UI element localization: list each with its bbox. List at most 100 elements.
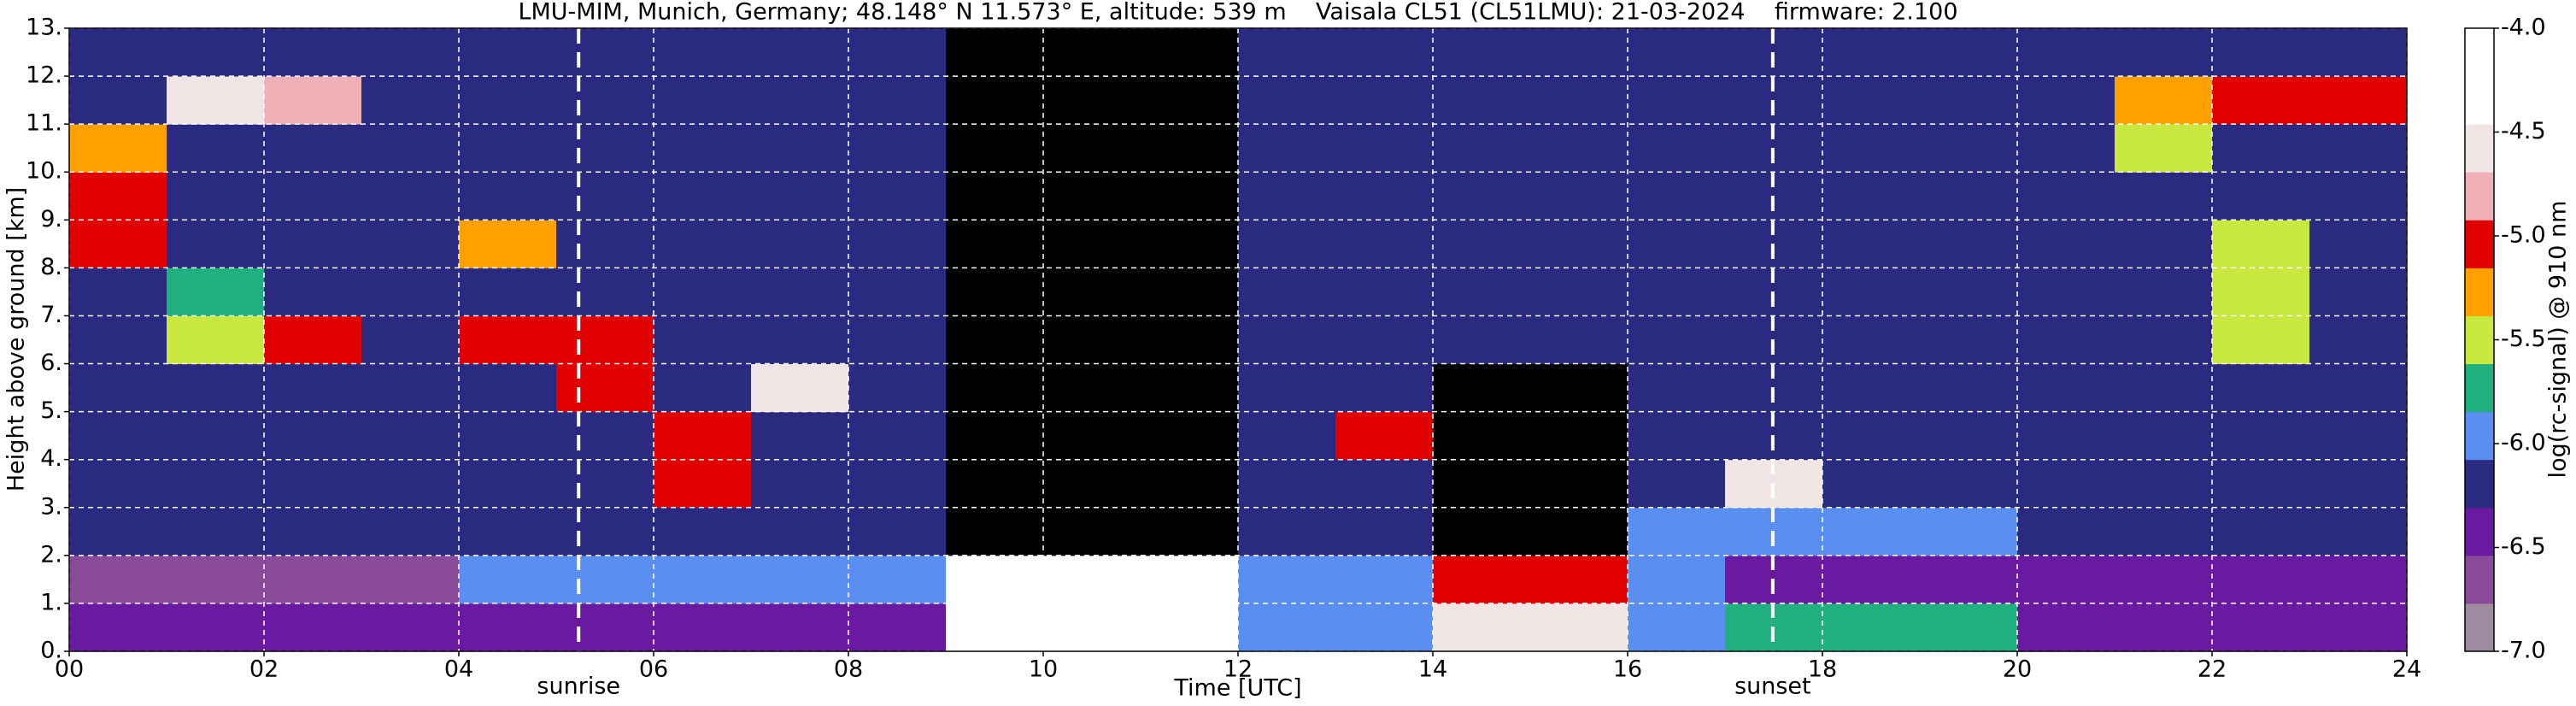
heatmap-cell xyxy=(556,507,654,556)
heatmap-cell xyxy=(848,459,947,509)
heatmap-cell xyxy=(1822,124,1921,173)
colorbar-tick-label: -7.0 xyxy=(2501,638,2546,664)
colorbar-swatch xyxy=(2465,124,2494,173)
heatmap-cell xyxy=(1628,555,1726,604)
heatmap-cell xyxy=(69,603,167,652)
colorbar-swatch xyxy=(2465,459,2494,509)
heatmap-cell xyxy=(848,315,947,365)
heatmap-cell xyxy=(361,124,460,173)
heatmap-cell xyxy=(946,411,1044,461)
colorbar-tick-label: -4.5 xyxy=(2501,118,2546,144)
heatmap-cell xyxy=(1335,411,1434,461)
heatmap-cell xyxy=(1141,268,1239,316)
x-tick-label: 06 xyxy=(639,656,668,683)
heatmap-cell xyxy=(1433,172,1531,221)
heatmap-cell xyxy=(2115,411,2213,461)
heatmap-cell xyxy=(361,459,460,509)
heatmap-cell xyxy=(2017,363,2115,413)
heatmap-cell xyxy=(167,363,265,413)
heatmap-cell xyxy=(1433,76,1531,125)
heatmap-cell xyxy=(848,363,947,413)
heatmap-cell xyxy=(751,603,849,652)
heatmap-cell xyxy=(264,363,362,413)
heatmap-cell xyxy=(264,124,362,173)
heatmap-cell xyxy=(2017,268,2115,316)
heatmap-cell xyxy=(361,411,460,461)
heatmap-cell xyxy=(654,603,752,652)
heatmap-cell xyxy=(1335,268,1434,316)
heatmap-cell xyxy=(264,507,362,556)
plot-frame xyxy=(68,27,2408,652)
heatmap-cell xyxy=(1238,172,1336,221)
heatmap-cell xyxy=(751,411,849,461)
heatmap-cell xyxy=(2115,603,2213,652)
heatmap-cell xyxy=(1920,220,2018,268)
heatmap-cell xyxy=(751,507,849,556)
heatmap-cell xyxy=(459,172,557,221)
heatmap-cell xyxy=(1043,603,1141,652)
heatmap-cell xyxy=(556,268,654,316)
heatmap-cell xyxy=(2115,363,2213,413)
colorbar-tick-label: -6.0 xyxy=(2501,430,2546,456)
y-tick-label: 9. xyxy=(40,206,62,232)
heatmap-cell xyxy=(1628,315,1726,365)
heatmap-cell xyxy=(459,315,557,365)
heatmap-cell xyxy=(1920,411,2018,461)
heatmap-cell xyxy=(1530,411,1628,461)
heatmap-cell xyxy=(2309,28,2408,77)
heatmap-cell xyxy=(2309,268,2408,316)
heatmap-cell xyxy=(848,555,947,604)
x-tick-label: 08 xyxy=(834,656,863,683)
annotation-label: sunrise xyxy=(537,674,620,700)
heatmap-cell xyxy=(751,172,849,221)
heatmap-cell xyxy=(556,363,654,413)
heatmap-cell xyxy=(264,459,362,509)
heatmap-cell xyxy=(361,555,460,604)
heatmap-cell xyxy=(1628,124,1726,173)
heatmap-cell xyxy=(2212,507,2310,556)
heatmap-cell xyxy=(1043,76,1141,125)
heatmap-cell xyxy=(556,555,654,604)
colorbar-swatch xyxy=(2465,315,2494,365)
heatmap-cell xyxy=(1335,507,1434,556)
heatmap-cell xyxy=(1141,28,1239,77)
heatmap-cell xyxy=(361,76,460,125)
y-tick-label: 11. xyxy=(26,110,62,137)
heatmap-cell xyxy=(1920,76,2018,125)
x-tick-label: 02 xyxy=(249,656,279,683)
heatmap-cell xyxy=(2212,124,2310,173)
heatmap-cell xyxy=(654,507,752,556)
heatmap-cell xyxy=(1335,363,1434,413)
heatmap-cell xyxy=(1628,268,1726,316)
heatmap-cell xyxy=(361,268,460,316)
heatmap-cell xyxy=(1141,459,1239,509)
heatmap-cell xyxy=(459,220,557,268)
heatmap-cell xyxy=(1335,315,1434,365)
heatmap-cell xyxy=(1433,555,1531,604)
heatmap-cell xyxy=(1335,555,1434,604)
heatmap-cell xyxy=(1043,555,1141,604)
heatmap-cell xyxy=(654,220,752,268)
heatmap-cell xyxy=(1043,459,1141,509)
heatmap-cell xyxy=(1238,507,1336,556)
heatmap-cell xyxy=(946,268,1044,316)
heatmap-cell xyxy=(167,603,265,652)
heatmap-cell xyxy=(2309,459,2408,509)
heatmap-cell xyxy=(1530,507,1628,556)
colorbar-tick-label: -4.0 xyxy=(2501,15,2546,41)
heatmap-cell xyxy=(2017,172,2115,221)
heatmap-cell xyxy=(1141,411,1239,461)
heatmap-cell xyxy=(2017,411,2115,461)
y-tick-label: 2. xyxy=(40,541,62,568)
heatmap-cell xyxy=(459,459,557,509)
heatmap-cell xyxy=(69,555,167,604)
colorbar-swatch xyxy=(2465,411,2494,461)
heatmap-cell xyxy=(1822,268,1921,316)
heatmap-cell xyxy=(2309,76,2408,125)
heatmap-cell xyxy=(1530,172,1628,221)
heatmap-cell xyxy=(1043,172,1141,221)
heatmap-cell xyxy=(654,411,752,461)
heatmap-cell xyxy=(654,315,752,365)
heatmap-cell xyxy=(654,28,752,77)
heatmap-cell xyxy=(1920,555,2018,604)
